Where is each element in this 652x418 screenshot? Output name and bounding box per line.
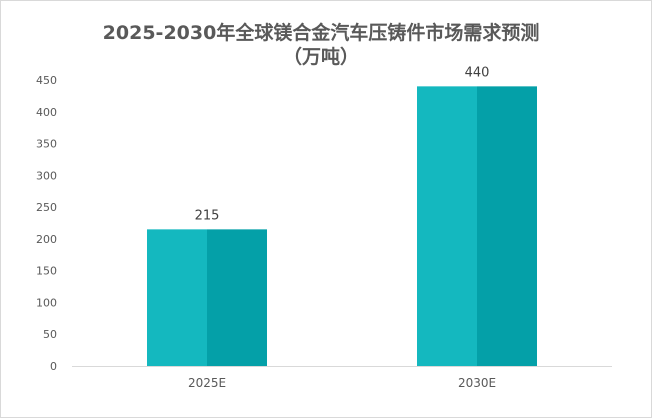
y-tick-label: 150 [36, 265, 57, 278]
y-tick-label: 100 [36, 296, 57, 309]
bar-2030E-left [417, 86, 477, 366]
x-category-label: 2030E [458, 376, 496, 390]
y-tick-label: 0 [50, 360, 57, 373]
y-tick-label: 350 [36, 138, 57, 151]
x-category-label: 2025E [188, 376, 226, 390]
y-tick-label: 450 [36, 74, 57, 87]
data-label: 215 [195, 208, 220, 223]
y-tick-label: 250 [36, 201, 57, 214]
y-tick-label: 400 [36, 106, 57, 119]
y-tick-label: 300 [36, 169, 57, 182]
chart-title-unit: （万吨） [282, 46, 359, 68]
bar-2025E-right [207, 229, 267, 366]
bar-2030E-right [477, 86, 537, 366]
y-tick-label: 50 [43, 328, 57, 341]
y-tick-label: 200 [36, 233, 57, 246]
chart-title: 2025-2030年全球镁合金汽车压铸件市场需求预测 [102, 22, 540, 44]
bar-2025E-left [147, 229, 207, 366]
data-label: 440 [465, 65, 490, 80]
